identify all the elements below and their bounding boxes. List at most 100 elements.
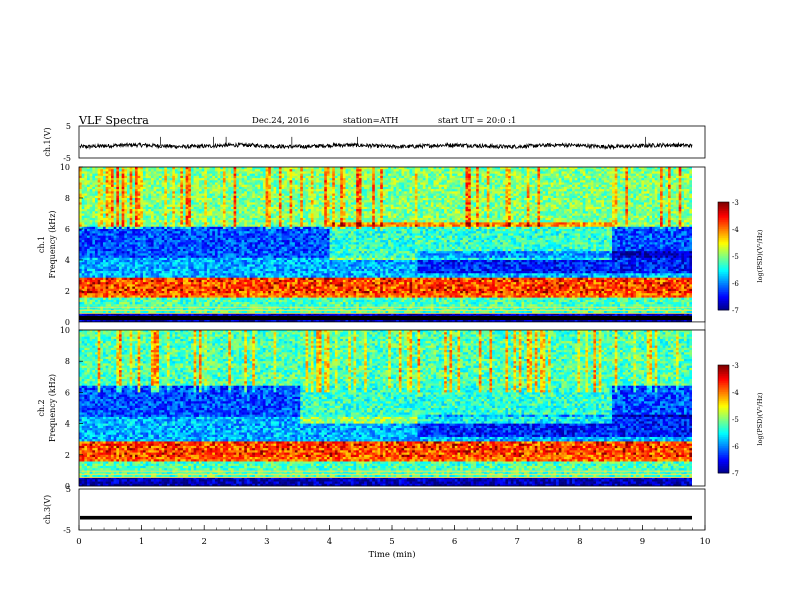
ch1-spec-cell: [415, 169, 418, 172]
ch1-spec-cell: [585, 196, 588, 199]
ch1-spec-cell: [665, 189, 668, 192]
ch1-spec-cell: [98, 196, 101, 199]
ch1-spec-cell: [407, 209, 410, 212]
ch1-spec-cell: [495, 169, 498, 172]
ch1-spec-cell: [391, 211, 394, 214]
ch1-spec-cell: [146, 194, 149, 197]
ch1-spec-cell: [226, 185, 229, 188]
ch1-spec-cell: [407, 202, 410, 205]
ch1-spec-cell: [364, 198, 367, 201]
ch1-spec-cell: [154, 205, 157, 208]
ch1-spec-cell: [127, 180, 130, 183]
ch1-spec-cell: [159, 191, 162, 194]
ch1-spec-cell: [215, 178, 218, 181]
ch1-spec-cell: [636, 169, 639, 172]
ch1-spec-cell: [433, 185, 436, 188]
ch1-spec-cell: [252, 187, 255, 190]
ch1-spec-cell: [383, 189, 386, 192]
ch1-spec-cell: [391, 214, 394, 217]
ch1-spec-cell: [687, 205, 690, 208]
ch1-spec-cell: [439, 196, 442, 199]
ch1-spec-cell: [108, 205, 111, 208]
ch1-spec-cell: [567, 176, 570, 179]
ch1-spec-cell: [79, 183, 82, 186]
ch1-spec-cell: [529, 209, 532, 212]
ch1-spec-cell: [607, 171, 610, 174]
ch1-spec-cell: [215, 196, 218, 199]
ch1-spec-cell: [282, 169, 285, 172]
ch1-spec-cell: [359, 209, 362, 212]
ch1-spec-cell: [593, 185, 596, 188]
ch1-spec-cell: [266, 174, 269, 177]
ch1-spec-cell: [676, 180, 679, 183]
ch1-spec-cell: [633, 183, 636, 186]
ch1-spec-cell: [175, 205, 178, 208]
ch1-spec-cell: [247, 200, 250, 203]
ch1-spec-cell: [135, 183, 138, 186]
ch1-spec-cell: [220, 205, 223, 208]
ch1-spec-cell: [132, 205, 135, 208]
ch1-spec-cell: [641, 198, 644, 201]
ch1-spec-cell: [444, 169, 447, 172]
ch1-spec-cell: [186, 209, 189, 212]
ch1-spec-cell: [516, 198, 519, 201]
ch1-spec-cell: [186, 205, 189, 208]
ch1-spec-cell: [564, 183, 567, 186]
ch1-spec-cell: [625, 207, 628, 210]
ch1-spec-cell: [335, 174, 338, 177]
ch1-spec-cell: [327, 207, 330, 210]
ch1-spec-cell: [689, 211, 692, 214]
ch1-spec-cell: [194, 191, 197, 194]
ch1-spec-cell: [106, 169, 109, 172]
ch1-spec-cell: [681, 196, 684, 199]
ch1-spec-cell: [681, 178, 684, 181]
ch1-spec-cell: [364, 202, 367, 205]
ch1-spec-cell: [279, 174, 282, 177]
ch1-spec-cell: [204, 169, 207, 172]
ch1-spec-cell: [100, 209, 103, 212]
ch1-spec-cell: [535, 180, 538, 183]
ch1-spec-cell: [604, 180, 607, 183]
ch1-spec-cell: [652, 198, 655, 201]
ch1-spec-cell: [604, 200, 607, 203]
ch1-spec-cell: [436, 202, 439, 205]
ch1-spec-cell: [332, 178, 335, 181]
ch1-spec-cell: [79, 185, 82, 188]
ch1-spec-cell: [287, 191, 290, 194]
ch1-spec-cell: [543, 174, 546, 177]
ch1-spec-cell: [644, 209, 647, 212]
ch1-spec-cell: [372, 198, 375, 201]
ch1-spec-cell: [665, 191, 668, 194]
ch1-spec-cell: [561, 178, 564, 181]
ch1-spec-cell: [628, 180, 631, 183]
ch1-spec-cell: [194, 198, 197, 201]
ch1-spec-cell: [569, 202, 572, 205]
ch1-spec-cell: [279, 189, 282, 192]
ch1-spec-cell: [196, 171, 199, 174]
ch1-spec-cell: [95, 178, 98, 181]
ch1-spec-cell: [644, 169, 647, 172]
ch1-spec-cell: [327, 174, 330, 177]
ch1-spec-cell: [90, 169, 93, 172]
ch1-spec-cell: [623, 178, 626, 181]
ch1-spec-cell: [159, 171, 162, 174]
ch1-spec-cell: [362, 198, 365, 201]
ch1-spec-cell: [378, 196, 381, 199]
ch1-spec-cell: [649, 183, 652, 186]
ch1-spec-cell: [111, 196, 114, 199]
ch1-spec-cell: [268, 178, 271, 181]
ch1-spec-cell: [255, 178, 258, 181]
ch1-spec-cell: [340, 196, 343, 199]
ch1-spec-cell: [236, 207, 239, 210]
ch1-spec-cell: [535, 174, 538, 177]
ch1-spec-cell: [684, 178, 687, 181]
ch1-spec-cell: [343, 196, 346, 199]
ch1-spec-cell: [468, 191, 471, 194]
ch1-spec-cell: [207, 214, 210, 217]
ch1-spec-cell: [580, 191, 583, 194]
ch1-spec-cell: [188, 176, 191, 179]
ch1-spec-cell: [359, 214, 362, 217]
ch1-spec-cell: [378, 209, 381, 212]
ch1-spec-cell: [119, 196, 122, 199]
ch1-spec-cell: [460, 200, 463, 203]
